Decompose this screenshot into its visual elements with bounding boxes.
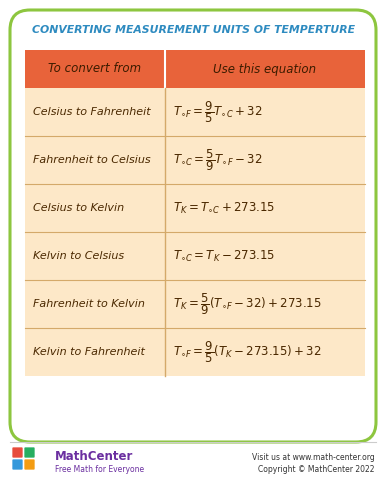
- Text: Copyright © MathCenter 2022: Copyright © MathCenter 2022: [259, 466, 375, 474]
- Text: $T_{\circ F}=  \dfrac{9}{5}(T_{K} - 273.15) + 32$: $T_{\circ F}= \dfrac{9}{5}(T_{K} - 273.1…: [173, 339, 322, 365]
- Text: Free Math for Everyone: Free Math for Everyone: [55, 466, 144, 474]
- Text: Visit us at www.math-center.org: Visit us at www.math-center.org: [252, 452, 375, 462]
- FancyBboxPatch shape: [24, 459, 35, 470]
- Text: $T_{\circ C}= T_{K} - 273.15$: $T_{\circ C}= T_{K} - 273.15$: [173, 248, 275, 264]
- FancyBboxPatch shape: [12, 459, 23, 470]
- Text: MathCenter: MathCenter: [55, 450, 134, 464]
- FancyBboxPatch shape: [12, 447, 23, 458]
- Text: $T_{K}= T_{\circ C} + 273.15$: $T_{K}= T_{\circ C} + 273.15$: [173, 200, 275, 216]
- Text: Kelvin to Fahrenheit: Kelvin to Fahrenheit: [33, 347, 145, 357]
- Text: Kelvin to Celsius: Kelvin to Celsius: [33, 251, 124, 261]
- Bar: [25, 50, 365, 88]
- Bar: [25, 88, 365, 376]
- Text: Fahrenheit to Celsius: Fahrenheit to Celsius: [33, 155, 151, 165]
- Text: $T_{\circ F}= \dfrac{9}{5}T_{\circ C} + 32$: $T_{\circ F}= \dfrac{9}{5}T_{\circ C} + …: [173, 99, 262, 125]
- Text: $T_{K}=  \dfrac{5}{9}(T_{\circ F} - 32) + 273.15$: $T_{K}= \dfrac{5}{9}(T_{\circ F} - 32) +…: [173, 291, 322, 317]
- Text: To convert from: To convert from: [48, 62, 142, 76]
- Text: CONVERTING MEASUREMENT UNITS OF TEMPERTURE: CONVERTING MEASUREMENT UNITS OF TEMPERTU…: [32, 25, 354, 35]
- Text: $T_{\circ C}= \dfrac{5}{9}T_{\circ F} - 32$: $T_{\circ C}= \dfrac{5}{9}T_{\circ F} - …: [173, 147, 262, 173]
- Text: Use this equation: Use this equation: [213, 62, 317, 76]
- FancyBboxPatch shape: [24, 447, 35, 458]
- Text: Celsius to Kelvin: Celsius to Kelvin: [33, 203, 124, 213]
- Text: Celsius to Fahrenheit: Celsius to Fahrenheit: [33, 107, 151, 117]
- Text: Fahrenheit to Kelvin: Fahrenheit to Kelvin: [33, 299, 145, 309]
- FancyBboxPatch shape: [10, 10, 376, 442]
